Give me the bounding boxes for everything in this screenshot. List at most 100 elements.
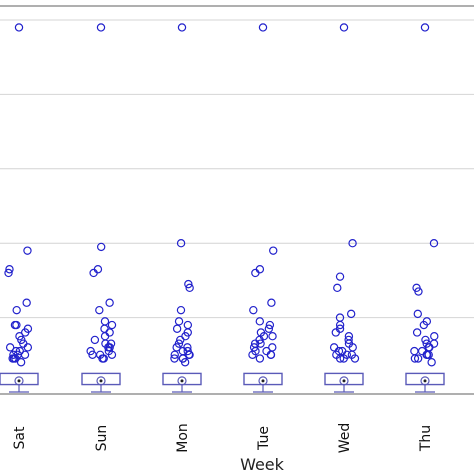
data-point <box>185 283 194 293</box>
data-point <box>170 350 179 359</box>
median-marker <box>339 376 349 386</box>
data-point <box>251 268 260 278</box>
median-dot <box>99 379 103 383</box>
data-point <box>96 23 106 32</box>
data-point <box>176 305 186 315</box>
data-point <box>268 332 277 341</box>
data-point <box>12 320 21 330</box>
data-point <box>23 246 32 255</box>
data-point <box>264 324 274 333</box>
data-point <box>335 272 345 281</box>
data-point <box>23 343 33 352</box>
data-point <box>413 309 422 319</box>
data-point <box>410 354 420 363</box>
data-point <box>16 358 26 367</box>
x-axis-title: Week <box>240 455 285 474</box>
median-dot <box>423 379 427 383</box>
data-point <box>5 265 14 274</box>
median-marker <box>14 376 24 386</box>
x-tick-label: Sun <box>94 425 110 452</box>
data-point <box>107 320 117 330</box>
outlier-points <box>4 23 439 367</box>
data-point <box>258 23 268 32</box>
median-marker <box>96 376 106 386</box>
data-point <box>96 242 106 252</box>
data-point <box>100 324 109 333</box>
iqr-box <box>81 372 121 386</box>
iqr-box <box>162 372 202 386</box>
data-point <box>90 335 100 345</box>
median-dot <box>17 379 21 383</box>
data-point <box>100 332 110 341</box>
data-point <box>95 305 104 315</box>
data-point <box>105 298 114 307</box>
median-marker <box>177 376 187 386</box>
data-point <box>184 279 193 289</box>
data-point <box>12 305 21 315</box>
data-point <box>419 320 429 330</box>
plot-frame <box>0 5 474 395</box>
gridlines <box>0 19 474 319</box>
data-point <box>174 317 184 326</box>
data-point <box>177 23 187 32</box>
data-point <box>420 23 430 32</box>
data-point <box>429 238 439 248</box>
box-tue <box>243 372 283 393</box>
data-point <box>249 305 258 315</box>
data-point <box>8 354 17 363</box>
box-mon <box>162 372 202 393</box>
data-point <box>339 23 349 32</box>
data-point <box>265 320 275 330</box>
data-point <box>421 335 430 345</box>
data-point <box>339 354 348 363</box>
data-point <box>14 23 24 32</box>
data-point <box>335 354 345 363</box>
x-tick-label: Mon <box>175 423 191 453</box>
data-point <box>333 283 342 293</box>
data-point <box>255 265 265 274</box>
data-point <box>344 335 353 345</box>
data-point <box>183 320 193 330</box>
box-thu <box>405 372 445 393</box>
box-sun <box>81 372 121 393</box>
data-point <box>350 354 360 363</box>
x-tick-label: Sat <box>12 426 28 449</box>
data-point <box>248 350 257 359</box>
data-point <box>256 339 265 348</box>
boxes <box>0 372 445 393</box>
data-point <box>104 343 113 352</box>
data-point <box>414 287 423 296</box>
median-dot <box>342 379 346 383</box>
data-point <box>348 238 357 248</box>
data-point <box>11 354 20 363</box>
data-point <box>427 358 436 367</box>
iqr-box <box>0 372 39 386</box>
x-tick-labels: Sat Sun Mon Tue Wed Thu <box>12 423 434 454</box>
data-point <box>105 328 114 337</box>
data-point <box>417 346 427 356</box>
data-point <box>413 354 423 363</box>
x-tick-label: Wed <box>337 423 353 454</box>
data-point <box>176 335 185 345</box>
data-point <box>4 268 13 278</box>
data-point <box>423 350 432 359</box>
box-wed <box>324 372 364 393</box>
iqr-box <box>405 372 445 386</box>
median-marker <box>258 376 268 386</box>
data-point <box>267 298 276 307</box>
data-point <box>20 350 30 359</box>
data-point <box>255 317 265 326</box>
data-point <box>346 309 356 319</box>
median-dot <box>180 379 184 383</box>
data-point <box>5 343 15 352</box>
data-point <box>266 350 276 359</box>
data-point <box>22 298 31 307</box>
data-point <box>185 350 194 359</box>
data-point <box>170 354 179 363</box>
data-point <box>269 246 278 255</box>
data-point <box>172 324 182 333</box>
median-marker <box>420 376 430 386</box>
iqr-box <box>243 372 283 386</box>
data-point <box>107 350 117 359</box>
